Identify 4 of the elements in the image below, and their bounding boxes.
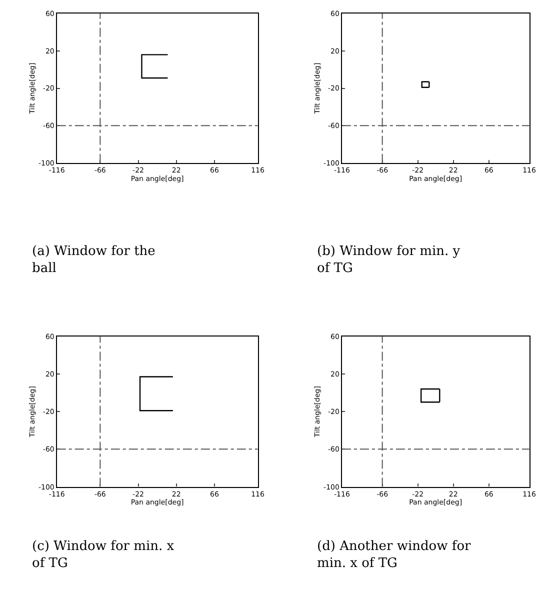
text: (c) Window for min. x of TG: [32, 539, 175, 571]
text: (a) Window for the ball: [32, 244, 156, 276]
text: (b) Window for min. y of TG: [317, 244, 461, 276]
text: (d) Another window for min. x of TG: [317, 539, 472, 571]
